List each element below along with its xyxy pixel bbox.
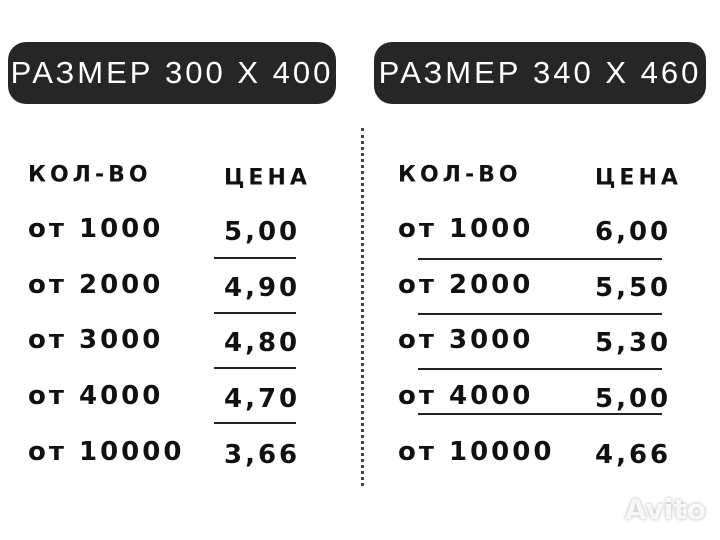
column-header: КОЛ-ВО bbox=[398, 162, 522, 188]
price: 5,00 bbox=[595, 384, 672, 414]
quantity: от 1000 bbox=[28, 214, 164, 244]
row-separator bbox=[214, 367, 296, 369]
price: 4,90 bbox=[224, 273, 301, 303]
column-header: ЦЕНА bbox=[595, 165, 682, 191]
price: 6,00 bbox=[595, 217, 672, 247]
column-header: ЦЕНА bbox=[224, 165, 311, 191]
quantity: от 3000 bbox=[398, 325, 534, 355]
size-title: РАЗМЕР 300 Х 400 bbox=[8, 42, 336, 104]
size-title: РАЗМЕР 340 Х 460 bbox=[374, 42, 706, 104]
row-separator bbox=[214, 312, 296, 314]
price: 3,66 bbox=[224, 440, 301, 470]
price: 5,30 bbox=[595, 328, 672, 358]
quantity: от 10000 bbox=[398, 437, 555, 467]
quantity: от 4000 bbox=[398, 381, 534, 411]
row-separator bbox=[418, 313, 662, 315]
quantity: от 2000 bbox=[398, 270, 534, 300]
quantity: от 4000 bbox=[28, 381, 164, 411]
watermark: Avito bbox=[624, 493, 706, 526]
row-separator bbox=[418, 258, 662, 260]
column-header: КОЛ-ВО bbox=[28, 162, 152, 188]
divider bbox=[361, 128, 364, 486]
quantity: от 2000 bbox=[28, 270, 164, 300]
row-separator bbox=[214, 257, 296, 259]
price: 4,70 bbox=[224, 384, 301, 414]
quantity: от 3000 bbox=[28, 325, 164, 355]
quantity: от 1000 bbox=[398, 214, 534, 244]
row-separator bbox=[418, 368, 662, 370]
row-separator bbox=[214, 422, 296, 424]
price: 4,80 bbox=[224, 328, 301, 358]
row-separator bbox=[418, 413, 662, 415]
price: 5,50 bbox=[595, 273, 672, 303]
price: 4,66 bbox=[595, 440, 672, 470]
quantity: от 10000 bbox=[28, 437, 185, 467]
price: 5,00 bbox=[224, 217, 301, 247]
